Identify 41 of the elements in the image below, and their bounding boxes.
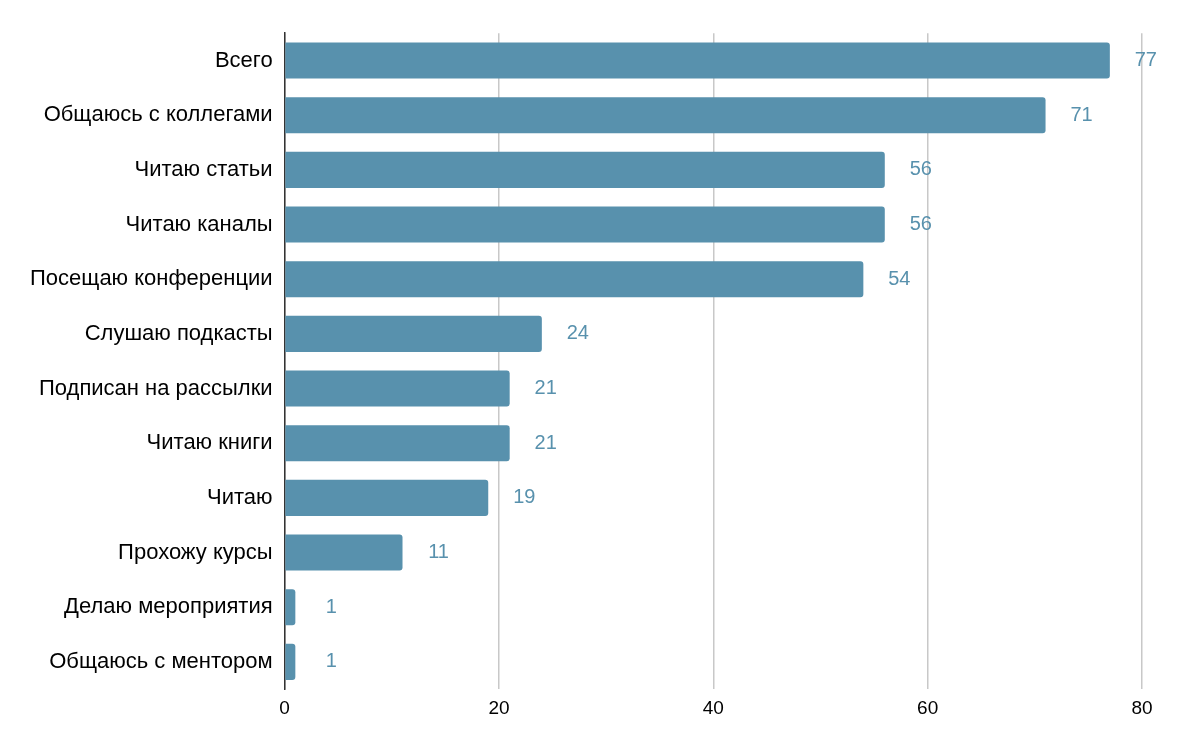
bar bbox=[285, 370, 510, 407]
y-tick-label: Посещаю конференции bbox=[30, 265, 273, 291]
y-tick-label: Читаю каналы bbox=[125, 210, 273, 236]
data-label: 77 bbox=[1134, 48, 1157, 71]
data-label: 1 bbox=[325, 649, 337, 672]
x-tick-label: 0 bbox=[279, 696, 290, 718]
data-label: 56 bbox=[909, 157, 932, 180]
y-tick-label: Читаю статьи bbox=[134, 155, 273, 181]
x-tick-label: 60 bbox=[917, 696, 939, 718]
bar bbox=[285, 534, 403, 571]
data-label: 71 bbox=[1070, 102, 1093, 125]
y-tick-label: Всего bbox=[214, 46, 273, 72]
data-label: 19 bbox=[513, 485, 536, 508]
x-tick-label: 40 bbox=[702, 696, 724, 718]
data-label: 21 bbox=[534, 376, 557, 399]
x-tick-label: 80 bbox=[1131, 696, 1153, 718]
y-tick-label: Слушаю подкасты bbox=[84, 319, 273, 345]
data-label: 24 bbox=[566, 321, 589, 344]
y-tick-label: Подписан на рассылки bbox=[38, 374, 273, 400]
bar bbox=[285, 589, 296, 626]
bar bbox=[285, 315, 542, 352]
bar bbox=[285, 261, 864, 298]
data-label: 56 bbox=[909, 212, 932, 235]
bar bbox=[285, 643, 296, 680]
y-tick-label: Общаюсь с ментором bbox=[49, 647, 273, 673]
data-label: 11 bbox=[428, 540, 449, 563]
y-tick-label: Общаюсь с коллегами bbox=[43, 101, 273, 127]
data-label: 1 bbox=[325, 594, 337, 617]
y-tick-label: Прохожу курсы bbox=[118, 538, 273, 564]
bar bbox=[285, 206, 885, 243]
bar bbox=[285, 479, 489, 516]
data-label: 21 bbox=[534, 430, 557, 453]
data-label: 54 bbox=[888, 266, 911, 289]
y-tick-label: Читаю bbox=[207, 483, 273, 509]
bar bbox=[285, 151, 885, 188]
bar bbox=[285, 425, 510, 462]
bar bbox=[285, 97, 1046, 134]
bar bbox=[285, 42, 1110, 79]
y-tick-label: Делаю мероприятия bbox=[64, 593, 273, 619]
x-tick-label: 20 bbox=[488, 696, 510, 718]
y-tick-label: Читаю книги bbox=[146, 429, 273, 455]
